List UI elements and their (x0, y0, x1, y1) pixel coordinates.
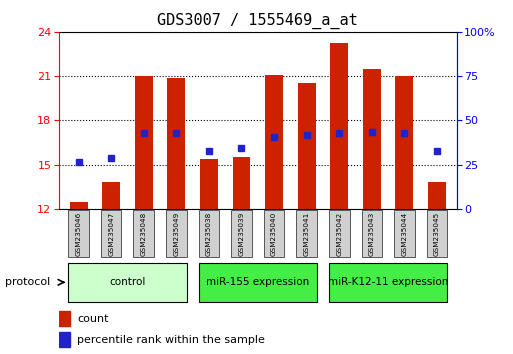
Bar (396, 76, 413, 209)
Text: GSM235039: GSM235039 (239, 211, 245, 256)
Text: control: control (109, 277, 146, 287)
Bar (70, 202, 88, 209)
Bar (167, 78, 185, 209)
Text: GSM235048: GSM235048 (141, 211, 147, 256)
FancyBboxPatch shape (68, 210, 89, 257)
FancyBboxPatch shape (394, 210, 415, 257)
Text: GSM235044: GSM235044 (402, 211, 407, 256)
FancyBboxPatch shape (199, 263, 317, 302)
Bar (428, 182, 446, 209)
Title: GDS3007 / 1555469_a_at: GDS3007 / 1555469_a_at (157, 13, 358, 29)
Text: protocol: protocol (5, 277, 50, 287)
FancyBboxPatch shape (166, 210, 187, 257)
Text: percentile rank within the sample: percentile rank within the sample (77, 335, 265, 345)
FancyBboxPatch shape (329, 263, 447, 302)
Text: miR-K12-11 expression: miR-K12-11 expression (328, 277, 448, 287)
Bar (232, 157, 250, 209)
FancyBboxPatch shape (264, 210, 284, 257)
Bar (135, 76, 153, 209)
Text: GSM235045: GSM235045 (434, 211, 440, 256)
Bar (298, 84, 315, 209)
Text: count: count (77, 314, 108, 324)
Bar (59, 332, 70, 347)
Text: GSM235049: GSM235049 (173, 211, 180, 256)
Bar (200, 159, 218, 209)
Text: GSM235041: GSM235041 (304, 211, 310, 256)
Text: GSM235047: GSM235047 (108, 211, 114, 256)
Text: GSM235042: GSM235042 (336, 211, 342, 256)
FancyBboxPatch shape (362, 210, 382, 257)
Bar (363, 69, 381, 209)
Text: GSM235043: GSM235043 (369, 211, 375, 256)
FancyBboxPatch shape (199, 210, 219, 257)
FancyBboxPatch shape (101, 210, 122, 257)
FancyBboxPatch shape (68, 263, 187, 302)
Bar (59, 311, 70, 326)
Text: GSM235046: GSM235046 (75, 211, 82, 256)
Bar (330, 43, 348, 209)
Bar (102, 182, 120, 209)
FancyBboxPatch shape (231, 210, 252, 257)
FancyBboxPatch shape (297, 210, 317, 257)
Text: miR-155 expression: miR-155 expression (206, 277, 309, 287)
FancyBboxPatch shape (329, 210, 349, 257)
FancyBboxPatch shape (427, 210, 447, 257)
Text: GSM235040: GSM235040 (271, 211, 277, 256)
Text: GSM235038: GSM235038 (206, 211, 212, 256)
Bar (265, 75, 283, 209)
FancyBboxPatch shape (133, 210, 154, 257)
